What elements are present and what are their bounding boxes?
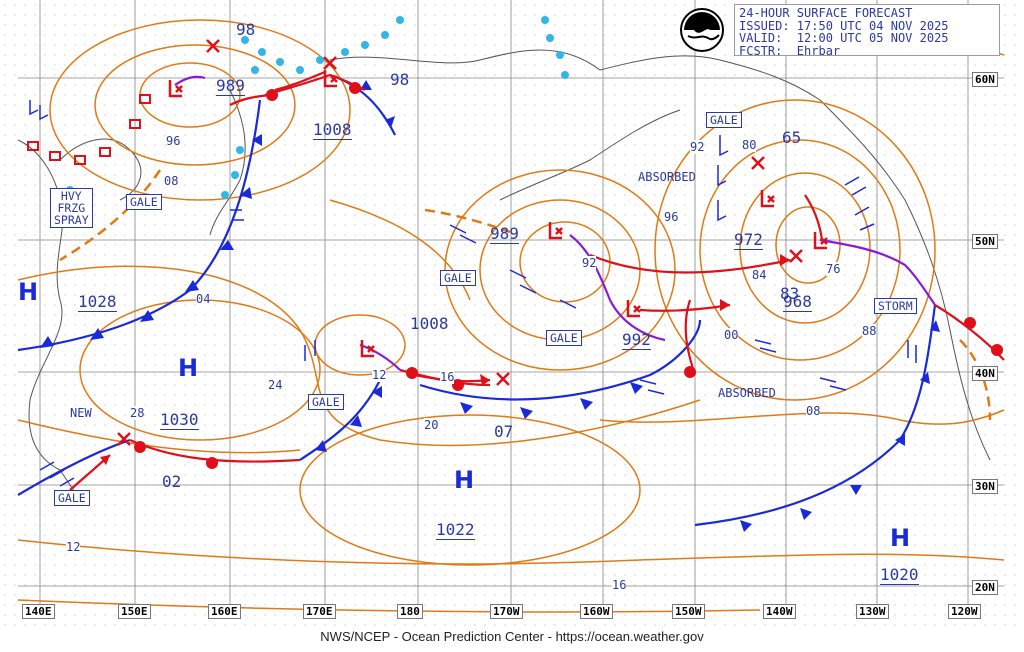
isobar-label: 1008: [410, 314, 449, 333]
high-pressure-value: 1030: [160, 410, 199, 430]
warning-box: GALE: [440, 270, 476, 286]
coastlines: [17, 49, 991, 501]
isobar-label: 07: [494, 422, 514, 441]
high-pressure-value: 1022: [436, 520, 475, 540]
product-title: 24-HOUR SURFACE FORECAST: [739, 6, 913, 20]
warm-front-semicircles: [134, 82, 1003, 469]
isobar-label: 12: [372, 368, 387, 382]
lon-label: 150E: [118, 604, 151, 619]
isobar-label: 84: [752, 268, 767, 282]
low-centers: [168, 70, 828, 358]
lon-label: 170E: [303, 604, 336, 619]
isobar-label: 92: [690, 140, 705, 154]
isobar-label: 83: [780, 284, 800, 303]
isobar-label: 24: [268, 378, 283, 392]
isobar-label: 04: [196, 292, 211, 306]
isobar-label: 80: [742, 138, 757, 152]
high-pressure-symbol: H: [178, 354, 199, 382]
lon-label: 140E: [22, 604, 55, 619]
isobar-label: 02: [162, 472, 182, 491]
lon-label: 130W: [856, 604, 889, 619]
warning-box: GALE: [308, 394, 344, 410]
lat-label: 40N: [972, 366, 998, 381]
isobar-label: 65: [782, 128, 802, 147]
lon-label: 160W: [580, 604, 613, 619]
credit-line: NWS/NCEP - Ocean Prediction Center - htt…: [320, 629, 704, 644]
isobar-label: 98: [390, 70, 410, 89]
high-pressure-value: 1020: [880, 565, 919, 585]
annotation: ABSORBED: [718, 386, 776, 400]
lat-label: 20N: [972, 580, 998, 595]
lon-label: 120W: [948, 604, 981, 619]
lon-label: 150W: [672, 604, 705, 619]
isobar-label: 96: [664, 210, 679, 224]
low-pressure-value: 989: [490, 224, 519, 244]
warning-box: GALE: [54, 490, 90, 506]
warning-box: STORM: [874, 298, 917, 314]
isobar-label: 76: [826, 262, 841, 276]
occluded-fronts: [174, 75, 936, 371]
warning-box: HVY FRZG SPRAY: [50, 188, 93, 228]
issued-time: ISSUED: 17:50 UTC 04 NOV 2025: [739, 18, 949, 33]
lat-label: 50N: [972, 234, 998, 249]
isobar-label: 88: [862, 324, 877, 338]
isobar-label: 16: [440, 370, 455, 384]
low-pressure-value: 989: [216, 76, 245, 96]
noaa-logo: [680, 8, 724, 52]
wind-barbs: [29, 100, 917, 487]
isobar-label: 92: [582, 256, 597, 270]
low-pressure-value: 968: [783, 292, 812, 312]
isobar-label: 96: [166, 134, 181, 148]
forecaster: FCSTR: Ehrbar: [739, 43, 841, 58]
lon-label: 140W: [763, 604, 796, 619]
low-pressure-value: 1008: [313, 120, 352, 140]
surface-forecast-map: [0, 0, 1024, 626]
high-pressure-symbol: H: [454, 466, 475, 494]
high-pressure-value: 1028: [78, 292, 117, 312]
lon-label: 160E: [208, 604, 241, 619]
warning-box: GALE: [706, 112, 742, 128]
low-track-arrowheads: [100, 254, 790, 465]
isobar-label: 00: [724, 328, 739, 342]
freezing-spray-symbols: [27, 94, 151, 165]
isobar-label: 28: [130, 406, 145, 420]
isobar-label: 16: [612, 578, 627, 592]
low-pressure-value: 972: [734, 230, 763, 250]
lat-label: 60N: [972, 72, 998, 87]
ocean-background: [0, 0, 1024, 626]
warning-box: GALE: [126, 194, 162, 210]
warning-boundaries: [59, 169, 992, 421]
warning-box: GALE: [546, 330, 582, 346]
isobar-label: 98: [236, 20, 256, 39]
dissipating-low-x-marks: [117, 39, 803, 446]
forecast-info-box: 24-HOUR SURFACE FORECAST ISSUED: 17:50 UT…: [734, 4, 1000, 58]
high-pressure-symbol: H: [18, 278, 39, 306]
isobar-label: 08: [164, 174, 179, 188]
valid-time: VALID: 12:00 UTC 05 NOV 2025: [739, 31, 949, 45]
cold-front-barbs: [40, 80, 940, 532]
isobar-label: 12: [66, 540, 81, 554]
lon-label: 170W: [490, 604, 523, 619]
annotation: ABSORBED: [638, 170, 696, 184]
isobar-label: 20: [424, 418, 439, 432]
annotation: NEW: [70, 406, 92, 420]
low-pressure-value: 992: [622, 330, 651, 350]
lon-label: 180: [397, 604, 423, 619]
lat-label: 30N: [972, 479, 998, 494]
high-pressure-symbol: H: [890, 524, 911, 552]
isobar-label: 08: [806, 404, 821, 418]
